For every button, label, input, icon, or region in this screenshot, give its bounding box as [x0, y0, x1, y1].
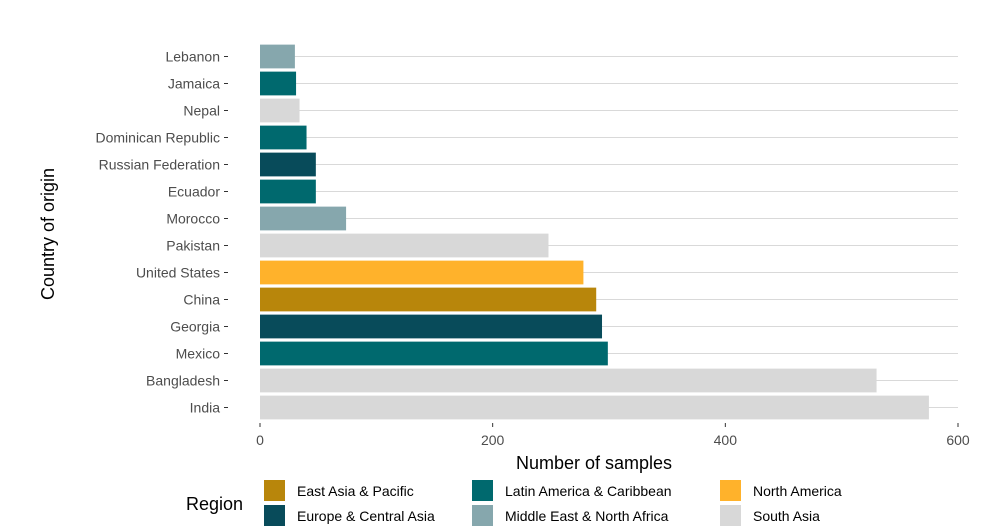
legend: Region East Asia & Pacific Latin America …	[186, 480, 842, 526]
bar-mexico	[260, 341, 608, 366]
legend-swatch-europe-central-asia	[264, 505, 285, 526]
bar-dominican-republic	[260, 125, 307, 150]
bar-india	[260, 395, 929, 420]
x-axis: 0 200 400 600	[256, 423, 970, 448]
bar-georgia	[260, 314, 603, 339]
y-tick-label-bangladesh: Bangladesh	[146, 373, 220, 389]
legend-title: Region	[186, 494, 243, 514]
legend-swatch-south-asia	[720, 505, 741, 526]
y-tick-label-dominican-republic: Dominican Republic	[95, 130, 220, 146]
legend-swatch-middle-east-north-africa	[472, 505, 493, 526]
x-tick-label-200: 200	[481, 432, 505, 448]
y-axis: Lebanon Jamaica Nepal Dominican Republic Rus…	[95, 49, 228, 416]
legend-swatch-east-asia-pacific	[264, 480, 285, 501]
bar-bangladesh	[260, 368, 877, 393]
y-tick-label-ecuador: Ecuador	[168, 184, 220, 200]
bar-pakistan	[260, 233, 549, 258]
legend-swatch-latin-america-caribbean	[472, 480, 493, 501]
bar-nepal	[260, 98, 300, 123]
x-tick-label-0: 0	[256, 432, 264, 448]
y-tick-label-mexico: Mexico	[176, 346, 221, 362]
bar-united-states	[260, 260, 584, 285]
y-tick-label-china: China	[183, 292, 220, 308]
legend-label-latin-america-caribbean: Latin America & Caribbean	[505, 483, 672, 499]
y-tick-label-morocco: Morocco	[166, 211, 220, 227]
y-tick-label-united-states: United States	[136, 265, 220, 281]
y-tick-label-jamaica: Jamaica	[168, 76, 220, 92]
bars	[260, 44, 929, 420]
bar-lebanon	[260, 44, 295, 69]
y-tick-label-lebanon: Lebanon	[165, 49, 220, 65]
x-axis-title: Number of samples	[516, 453, 672, 473]
legend-label-middle-east-north-africa: Middle East & North Africa	[505, 508, 669, 524]
legend-label-east-asia-pacific: East Asia & Pacific	[297, 483, 414, 499]
y-tick-label-india: India	[190, 400, 221, 416]
y-tick-label-georgia: Georgia	[170, 319, 220, 335]
bar-morocco	[260, 206, 347, 231]
bar-china	[260, 287, 597, 312]
x-tick-label-400: 400	[714, 432, 738, 448]
legend-label-north-america: North America	[753, 483, 842, 499]
bar-ecuador	[260, 179, 316, 204]
legend-swatch-north-america	[720, 480, 741, 501]
y-tick-label-pakistan: Pakistan	[166, 238, 220, 254]
y-axis-title: Country of origin	[38, 168, 58, 300]
bar-jamaica	[260, 71, 297, 96]
legend-label-europe-central-asia: Europe & Central Asia	[297, 508, 435, 524]
bar-russian-federation	[260, 152, 316, 177]
y-tick-label-nepal: Nepal	[183, 103, 220, 119]
legend-label-south-asia: South Asia	[753, 508, 820, 524]
y-tick-label-russian-federation: Russian Federation	[99, 157, 220, 173]
x-tick-label-600: 600	[946, 432, 970, 448]
